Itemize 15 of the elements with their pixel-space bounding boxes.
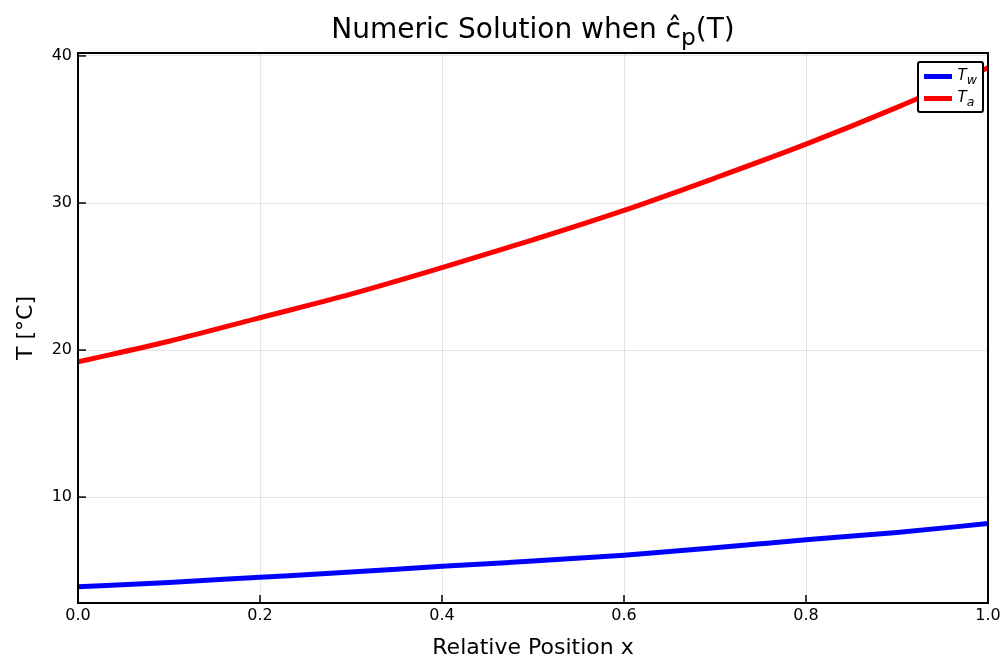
x-tick-label: 0.4 (429, 604, 455, 624)
x-axis-title: Relative Position x (431, 634, 635, 659)
x-tick-label: 0.2 (247, 604, 273, 624)
y-tick-label: 40 (51, 45, 72, 65)
legend-label: T$_{w}$ (957, 65, 977, 87)
x-tick-label: 0.6 (611, 604, 637, 624)
chart-title: Numeric Solution when ĉ$_{p}$(T) (330, 12, 736, 51)
y-tick-label: 10 (51, 486, 72, 506)
y-tick-label: 30 (51, 192, 72, 212)
y-tick-label: 20 (51, 339, 72, 359)
x-tick-label: 0.8 (793, 604, 819, 624)
legend-label: T$_{a}$ (957, 87, 975, 109)
x-tick-label: 1.0 (975, 604, 1001, 624)
x-tick-label: 0.0 (65, 604, 91, 624)
y-axis-title: T [°C] (11, 296, 37, 360)
